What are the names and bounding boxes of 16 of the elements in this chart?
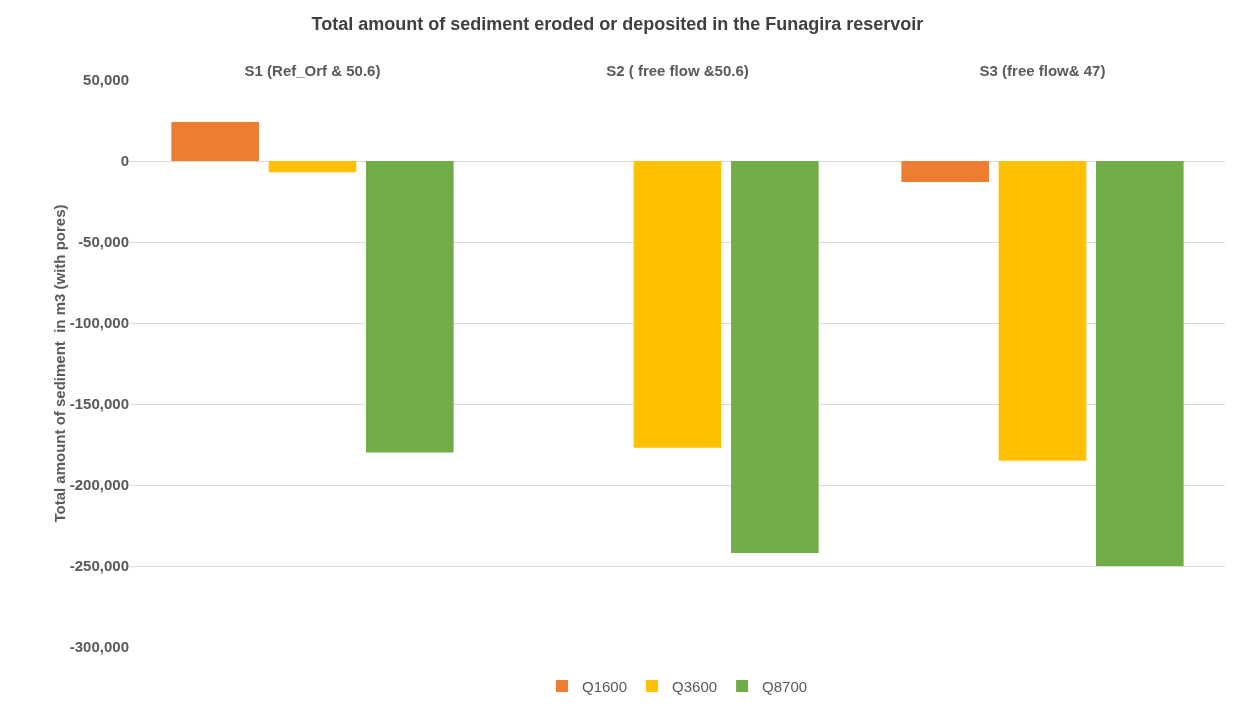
y-axis-title: Total amount of sediment in m3 (with pores) [50, 204, 68, 523]
y-tick-label: -200,000 [69, 476, 129, 494]
y-tick-label: -150,000 [69, 395, 129, 413]
y-tick-label: -100,000 [69, 314, 129, 332]
y-tick-label: -250,000 [69, 557, 129, 575]
y-tick-label: 50,000 [83, 71, 129, 89]
y-tick-label: -300,000 [69, 638, 129, 656]
y-tick-label: -50,000 [78, 233, 129, 251]
x-tick-label: S3 (free flow& 47) [979, 62, 1106, 79]
x-tick-label: S1 (Ref_Orf & 50.6) [244, 62, 381, 79]
chart-title: Total amount of sediment eroded or deposited in the Funagira reservoir [311, 14, 924, 35]
legend-label: Q3600 [672, 677, 718, 695]
legend-label: Q1600 [582, 677, 628, 695]
y-tick-label: 0 [120, 152, 129, 170]
x-tick-label: S2 ( free flow &50.6) [606, 62, 749, 79]
legend-label: Q8700 [762, 677, 808, 695]
